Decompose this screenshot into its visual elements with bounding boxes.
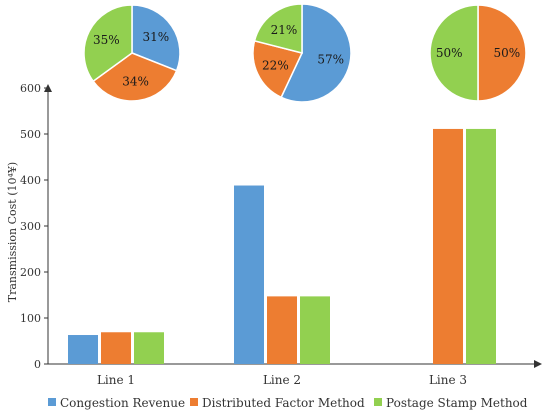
pie-slice bbox=[131, 4, 181, 72]
bar-postage-stamp-method bbox=[300, 296, 330, 364]
pie-slice bbox=[83, 4, 133, 83]
legend-label: Congestion Revenue bbox=[60, 396, 185, 410]
category-labels: Line 1 Line 2 Line 3 bbox=[97, 373, 467, 387]
y-tick-label: 0 bbox=[34, 358, 41, 371]
pie-slice-label: 35% bbox=[93, 33, 120, 47]
pie-slice-label: 21% bbox=[271, 23, 298, 37]
pie-slice-label: 34% bbox=[122, 75, 149, 89]
x-category-label: Line 2 bbox=[263, 373, 301, 387]
y-tick-label: 500 bbox=[20, 128, 41, 141]
bar-congestion-revenue bbox=[234, 185, 264, 364]
pie-slice-label: 22% bbox=[262, 59, 289, 73]
legend-swatch bbox=[374, 398, 382, 406]
legend-label: Distributed Factor Method bbox=[202, 396, 365, 410]
legend-swatch bbox=[48, 398, 56, 406]
x-axis-arrow bbox=[534, 360, 542, 368]
x-category-label: Line 3 bbox=[429, 373, 467, 387]
pie-slice bbox=[280, 3, 352, 103]
x-category-label: Line 1 bbox=[97, 373, 135, 387]
pie-slice-label: 50% bbox=[493, 46, 520, 60]
y-tick-label: 300 bbox=[20, 220, 41, 233]
legend: Congestion Revenue Distributed Factor Met… bbox=[48, 396, 528, 410]
y-tick-label: 100 bbox=[20, 312, 41, 325]
pie-slice-label: 57% bbox=[317, 52, 344, 66]
pie-slice bbox=[252, 39, 304, 99]
bar-congestion-revenue bbox=[68, 335, 98, 364]
pie-charts: 31% 34% 35% 57% 22% 21% 50% 50% bbox=[83, 3, 527, 103]
bars bbox=[68, 128, 496, 364]
bar-distributed-factor-method bbox=[267, 296, 297, 364]
legend-swatch bbox=[190, 398, 198, 406]
y-tick-label: 200 bbox=[20, 266, 41, 279]
bar-postage-stamp-method bbox=[466, 128, 496, 364]
pie-slice bbox=[92, 52, 178, 102]
pie-slice bbox=[253, 3, 303, 54]
y-ticks: 0 100 200 300 400 500 600 bbox=[20, 82, 48, 371]
pie-slice bbox=[429, 4, 479, 102]
pie-slice-label: 31% bbox=[142, 30, 169, 44]
pie-slice-label: 50% bbox=[436, 46, 463, 60]
legend-label: Postage Stamp Method bbox=[386, 396, 528, 410]
bar-distributed-factor-method bbox=[101, 332, 131, 364]
pie-slice bbox=[477, 4, 527, 102]
y-axis-label: Transmission Cost (10⁴¥) bbox=[6, 162, 19, 302]
bar-postage-stamp-method bbox=[134, 332, 164, 364]
y-tick-label: 400 bbox=[20, 174, 41, 187]
y-tick-label: 600 bbox=[20, 82, 41, 95]
bar-distributed-factor-method bbox=[433, 128, 463, 364]
